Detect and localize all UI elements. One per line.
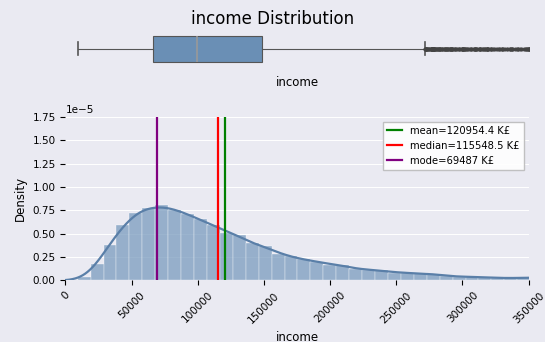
Text: income Distribution: income Distribution	[191, 10, 354, 28]
Bar	[168, 210, 181, 280]
Bar	[414, 273, 427, 280]
Bar	[427, 274, 440, 280]
Bar	[349, 268, 362, 280]
Bar	[220, 233, 233, 280]
Bar	[504, 278, 517, 280]
Bar	[298, 259, 310, 280]
Bar	[362, 270, 375, 280]
Bar	[530, 278, 543, 280]
Bar	[401, 273, 414, 280]
Bar	[90, 264, 104, 280]
Bar	[310, 262, 323, 280]
Legend: mean=120954.4 K£, median=115548.5 K£, mode=69487 K£: mean=120954.4 K£, median=115548.5 K£, mo…	[383, 122, 524, 170]
Bar	[194, 219, 207, 280]
Bar	[492, 278, 504, 280]
PathPatch shape	[153, 36, 262, 62]
Bar	[543, 279, 545, 280]
Bar	[78, 277, 90, 280]
Bar	[259, 246, 271, 280]
X-axis label: income: income	[275, 76, 319, 89]
X-axis label: income: income	[275, 330, 319, 342]
Bar	[129, 213, 142, 280]
Bar	[452, 277, 465, 280]
Bar	[246, 243, 259, 280]
Bar	[104, 245, 117, 280]
Bar	[517, 278, 530, 280]
Bar	[323, 265, 336, 280]
Bar	[181, 214, 194, 280]
Bar	[207, 225, 220, 280]
Bar	[155, 205, 168, 280]
Y-axis label: Density: Density	[14, 176, 27, 221]
Bar	[479, 277, 492, 280]
Bar	[271, 254, 284, 280]
Bar	[233, 235, 246, 280]
Bar	[388, 273, 401, 280]
Bar	[142, 209, 155, 280]
Bar	[284, 256, 298, 280]
Bar	[117, 225, 129, 280]
Bar	[440, 276, 452, 280]
Bar	[465, 277, 479, 280]
Bar	[375, 270, 388, 280]
Bar	[336, 265, 349, 280]
